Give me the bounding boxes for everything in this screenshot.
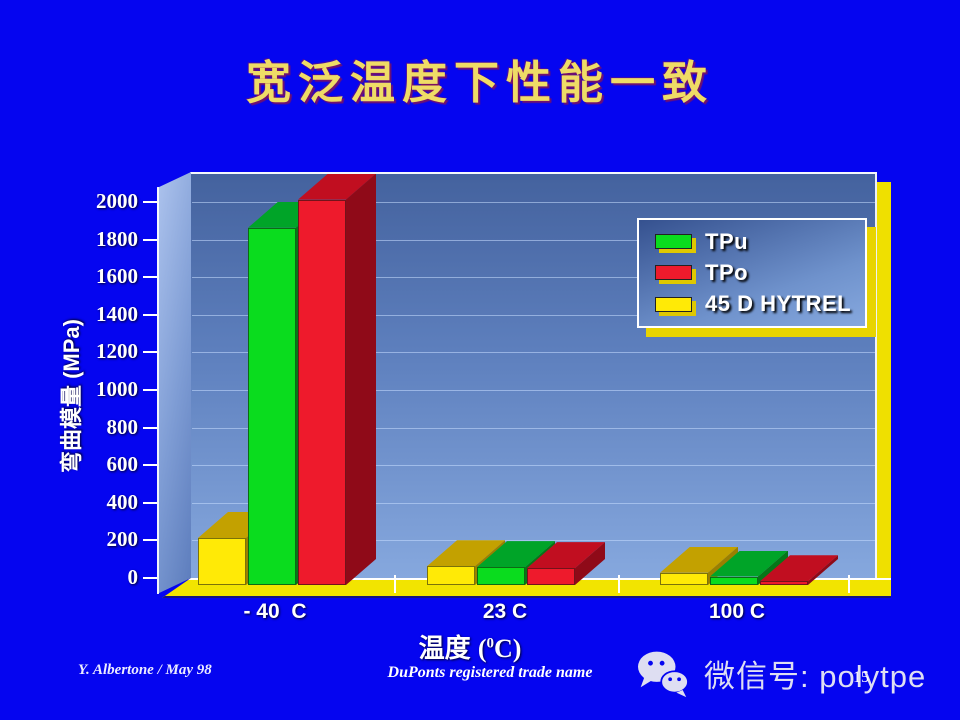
bar-front-face xyxy=(477,567,525,585)
y-tick-label: 1800 xyxy=(96,226,138,251)
gridline xyxy=(192,202,875,203)
bar-tpo-0 xyxy=(298,173,376,585)
wechat-icon xyxy=(638,651,689,698)
bar-front-face xyxy=(710,576,758,585)
legend-label-hytrel: 45 D HYTREL xyxy=(705,291,852,317)
y-tick xyxy=(143,238,157,241)
bar-front-face xyxy=(298,199,346,585)
y-tick-label: 200 xyxy=(106,527,139,552)
x-axis-title: 温度 (0C) xyxy=(350,628,590,665)
y-tick xyxy=(143,577,157,579)
x-label-minus40: - 40 C xyxy=(243,600,307,623)
wechat-label: 微信号: polytpe xyxy=(704,658,927,694)
bar-tpo-1 xyxy=(527,542,605,585)
footer-trademark: DuPonts registered trade name xyxy=(387,664,593,681)
bar-side-face xyxy=(346,173,376,585)
bar-front-face xyxy=(427,566,475,585)
y-tick xyxy=(143,389,157,391)
legend-item-tpu: TPu xyxy=(655,229,865,255)
y-tick-label: 1200 xyxy=(96,339,138,364)
x-label-100: 100 C xyxy=(708,600,766,623)
x-label-23: 23 C xyxy=(482,600,528,623)
gridline xyxy=(192,352,875,354)
legend-label-tpu: TPu xyxy=(705,228,749,254)
bar-front-face xyxy=(248,227,296,585)
y-axis-title: 弯曲模量 (MPa) xyxy=(59,319,84,474)
category-tick xyxy=(848,575,850,593)
gridline xyxy=(192,277,875,279)
y-tick xyxy=(143,313,157,316)
bar-tpo-2 xyxy=(760,555,838,585)
y-tick-label: 400 xyxy=(106,489,139,514)
gridline xyxy=(192,465,875,467)
legend-swatch-tpu xyxy=(655,234,692,250)
page-number: 15 xyxy=(853,669,869,686)
gridline xyxy=(192,540,875,542)
y-tick-label: 800 xyxy=(106,414,139,439)
y-tick xyxy=(143,501,157,504)
gridline xyxy=(192,314,875,316)
y-tick-label: 1400 xyxy=(96,301,138,326)
gridline xyxy=(192,502,875,504)
gridline xyxy=(192,427,875,429)
y-tick xyxy=(143,464,157,467)
bar-front-face xyxy=(760,581,808,585)
y-tick xyxy=(143,201,157,203)
wechat-banner: 微信号: polytpe xyxy=(634,648,926,698)
category-tick xyxy=(618,575,620,593)
y-tick-label: 1600 xyxy=(96,264,138,289)
y-tick-label: 2000 xyxy=(96,189,138,213)
y-tick xyxy=(143,426,157,429)
y-tick-label: 600 xyxy=(106,452,139,477)
x-axis-title-text: 温度 xyxy=(418,633,471,663)
gridline xyxy=(192,239,875,241)
x-axis-title-unit: (0C) xyxy=(477,634,522,663)
legend-label-tpo: TPo xyxy=(705,259,749,285)
legend-item-tpo: TPo xyxy=(655,260,865,286)
y-tick xyxy=(143,351,157,354)
chart-left-wall xyxy=(157,172,191,594)
y-tick-label: 1000 xyxy=(96,377,138,401)
legend-swatch-tpo xyxy=(655,265,692,281)
category-tick xyxy=(394,575,396,593)
chart-frame-shadow xyxy=(877,182,891,579)
y-tick xyxy=(143,539,157,542)
legend: TPu TPo 45 D HYTREL xyxy=(637,218,867,328)
legend-item-hytrel: 45 D HYTREL xyxy=(655,291,865,317)
footer-author: Y. Albertone / May 98 xyxy=(78,662,212,678)
bar-front-face xyxy=(198,538,246,585)
chart-left-wall-edge xyxy=(157,187,159,594)
y-tick xyxy=(143,276,157,279)
y-tick-label: 0 xyxy=(127,565,139,589)
bar-front-face xyxy=(660,572,708,585)
bar-front-face xyxy=(527,568,575,585)
slide-title: 宽泛温度下性能一致 xyxy=(245,57,714,108)
gridline xyxy=(192,390,875,391)
legend-swatch-hytrel xyxy=(655,296,692,312)
